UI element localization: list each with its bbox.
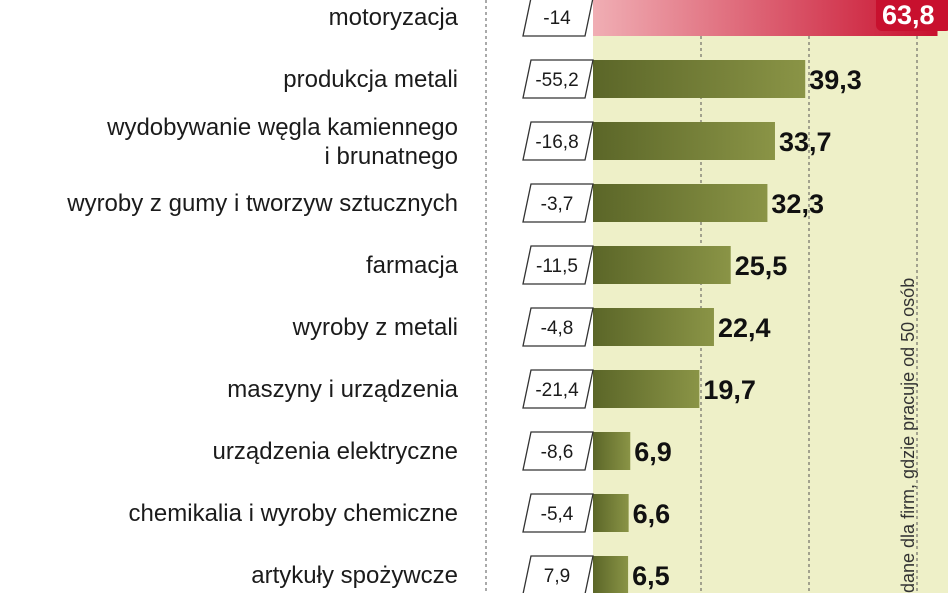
change-label-6: -21,4 — [535, 380, 579, 401]
change-badge-6 — [522, 369, 594, 409]
highlight-value-box — [876, 0, 948, 31]
bar-2 — [593, 122, 775, 160]
change-label-1: -55,2 — [535, 70, 578, 91]
bar-9 — [593, 556, 629, 593]
category-label-0: motoryzacja — [329, 4, 459, 31]
category-label-5: wyroby z metali — [292, 314, 458, 341]
change-label-5: -4,8 — [541, 318, 574, 339]
change-badge-4 — [522, 245, 594, 285]
change-badge-7 — [522, 431, 594, 471]
value-label-5: 22,4 — [718, 313, 771, 343]
bar-1 — [593, 60, 806, 98]
change-label-4: -11,5 — [536, 256, 578, 277]
category-label-6: maszyny i urządzenia — [227, 376, 458, 403]
category-label-8: chemikalia i wyroby chemiczne — [129, 500, 458, 527]
footnote-text: dane dla firm, gdzie pracuje od 50 osób — [898, 278, 918, 593]
bar-8 — [593, 494, 629, 532]
value-label-9: 6,5 — [632, 561, 670, 591]
value-label-4: 25,5 — [735, 251, 788, 281]
bar-5 — [593, 308, 714, 346]
category-label-4: farmacja — [366, 252, 459, 279]
change-label-3: -3,7 — [541, 194, 574, 215]
category-label-2: wydobywanie węgla kamiennego i brunatnego — [106, 114, 458, 170]
bar-4 — [593, 246, 731, 284]
category-label-9: artykuły spożywcze — [251, 562, 458, 589]
change-badge-8 — [522, 493, 594, 533]
change-badge-9 — [522, 555, 594, 593]
change-label-7: -8,6 — [541, 442, 574, 463]
change-label-0: -14 — [543, 8, 571, 29]
change-label-9: 7,9 — [544, 566, 570, 587]
category-label-7: urządzenia elektryczne — [213, 438, 458, 465]
change-badge-1 — [522, 59, 594, 99]
value-label-7: 6,9 — [634, 437, 672, 467]
change-badge-2 — [522, 121, 594, 161]
value-label-2: 33,7 — [779, 127, 832, 157]
change-badge-0 — [522, 0, 594, 37]
bar-6 — [593, 370, 700, 408]
change-label-8: -5,4 — [541, 504, 574, 525]
change-label-2: -16,8 — [535, 132, 578, 153]
change-badge-3 — [522, 183, 594, 223]
value-label-6: 19,7 — [703, 375, 756, 405]
bar-3 — [593, 184, 768, 222]
plot-background — [593, 0, 948, 593]
value-label-3: 32,3 — [771, 189, 824, 219]
value-label-0: 63,8 — [882, 0, 935, 30]
category-label-3: wyroby z gumy i tworzyw sztucznych — [66, 190, 458, 217]
value-label-8: 6,6 — [633, 499, 671, 529]
category-label-1: produkcja metali — [283, 66, 458, 93]
change-badge-5 — [522, 307, 594, 347]
bar-7 — [593, 432, 631, 470]
value-label-1: 39,3 — [809, 65, 862, 95]
